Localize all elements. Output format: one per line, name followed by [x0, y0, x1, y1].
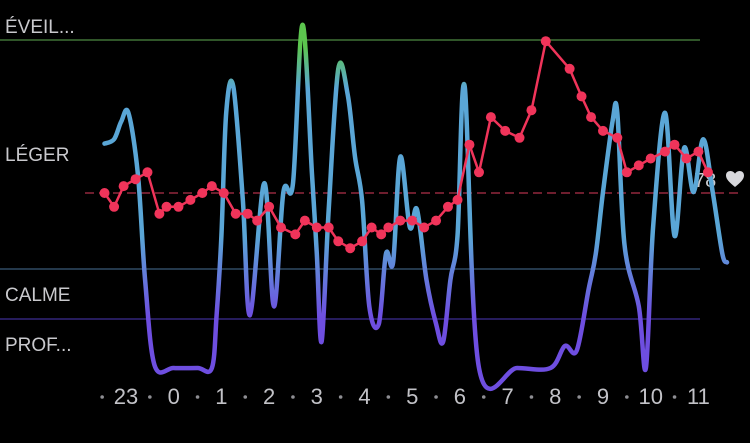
x-tick-label: 4 [358, 384, 370, 409]
x-tick-label: 11 [687, 384, 710, 409]
heart-rate-point [252, 215, 263, 226]
x-tick-label: 8 [549, 384, 561, 409]
heart-rate-point [197, 188, 208, 198]
x-tick-label: 5 [406, 384, 418, 409]
heart-rate-point [242, 208, 253, 219]
x-tick-label: 2 [263, 384, 275, 409]
heart-rate-point [333, 236, 344, 247]
x-tick-label: 3 [311, 384, 323, 409]
heart-rate-point [693, 146, 704, 157]
heart-rate-point [621, 167, 632, 178]
x-tick-dot [672, 395, 677, 399]
heart-rate-point [452, 194, 463, 205]
heart-rate-point [526, 105, 537, 116]
heart-rate-point [681, 153, 692, 164]
x-tick-label: 10 [638, 384, 662, 409]
stage-label-light: LÉGER [5, 145, 69, 166]
heart-rate-point [612, 132, 623, 143]
heart-rate-point [576, 91, 587, 102]
heart-rate-point [702, 167, 713, 178]
heart-rate-point [264, 201, 275, 212]
heart-rate-point [540, 36, 551, 47]
x-tick-dot [338, 395, 343, 399]
heart-rate-point [660, 146, 671, 157]
heart-rate-point [419, 222, 430, 233]
x-tick-dot [291, 395, 295, 399]
heart-rate-point [500, 125, 511, 136]
x-tick-dot [481, 395, 486, 399]
heart-rate-point [485, 112, 496, 123]
x-tick-dot [434, 395, 438, 399]
heart-rate-point [206, 181, 217, 192]
heart-rate-point [185, 194, 196, 205]
heart-icon [726, 171, 744, 187]
x-tick-dot [100, 395, 104, 399]
heart-rate-point [645, 153, 656, 164]
heart-rate-point [218, 188, 229, 198]
heart-rate-point [473, 167, 484, 178]
x-tick-label: 0 [168, 384, 180, 409]
heart-rate-point [230, 208, 241, 219]
stage-label-core: CALME [5, 285, 70, 306]
heart-rate-point [118, 181, 129, 192]
x-tick-label: 1 [215, 384, 227, 409]
heart-rate-point [323, 222, 334, 233]
heart-rate-point [407, 215, 418, 226]
heart-rate-point [142, 167, 153, 178]
x-tick-dot [529, 395, 534, 399]
heart-rate-point [311, 222, 322, 233]
heart-rate-point [130, 174, 141, 185]
heart-rate-point [586, 112, 597, 123]
heart-rate-point [633, 160, 644, 171]
heart-rate-point [109, 201, 120, 212]
x-tick-dot [386, 395, 391, 399]
heart-rate-point [383, 222, 394, 233]
x-tick-dot [243, 395, 248, 399]
x-tick-label: 9 [597, 384, 609, 409]
heart-rate-point [99, 188, 110, 198]
heart-rate-point [514, 132, 525, 143]
heart-rate-point [376, 229, 387, 240]
stage-label-deep: PROF... [5, 335, 72, 356]
heart-rate-point [276, 222, 287, 233]
stage-label-awake: ÉVEIL... [5, 17, 75, 38]
x-tick-dot [195, 395, 200, 399]
sleep-stage-line [102, 22, 730, 391]
x-tick-dot [148, 395, 152, 399]
heart-rate-point [345, 243, 356, 254]
heart-rate-point [431, 215, 442, 226]
heart-rate-point [173, 201, 184, 212]
heart-rate-point [564, 63, 575, 74]
x-tick-dot [625, 395, 629, 399]
x-tick-dot [577, 395, 581, 399]
x-tick-label: 23 [114, 384, 138, 409]
heart-rate-point [598, 125, 608, 136]
heart-rate-point [290, 229, 301, 240]
heart-rate-point [161, 201, 172, 212]
heart-rate-point [442, 201, 453, 212]
x-axis: 23 0 1 2 3 4 5 6 7 8 9 10 11 [100, 384, 710, 409]
heart-rate-series [99, 36, 713, 254]
heart-rate-point [366, 222, 377, 233]
x-tick-label: 7 [501, 384, 513, 409]
heart-rate-point [669, 139, 680, 150]
heart-rate-point [395, 215, 406, 226]
heart-rate-point [299, 215, 310, 226]
heart-rate-point [464, 139, 475, 150]
x-tick-label: 6 [454, 384, 466, 409]
heart-rate-point [154, 208, 165, 219]
heart-rate-point [357, 236, 368, 247]
